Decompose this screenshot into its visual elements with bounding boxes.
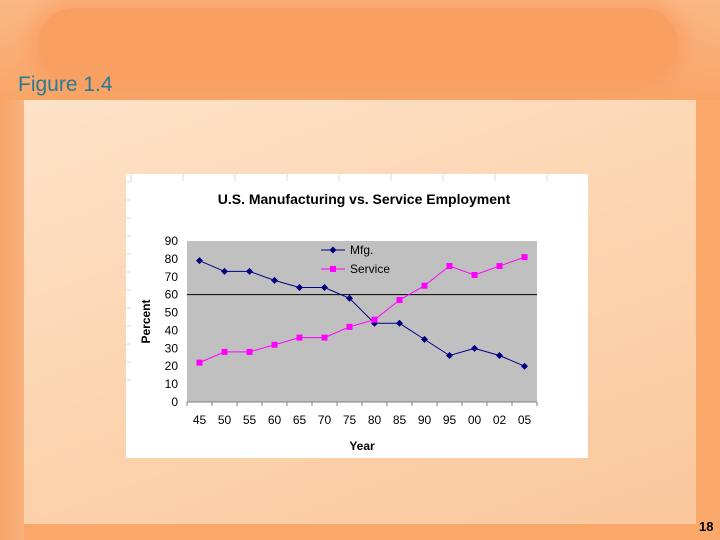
legend-label: Mfg.	[350, 243, 373, 257]
x-tick-label: 02	[493, 413, 507, 427]
y-tick-label: 80	[165, 252, 179, 266]
header-decoration	[38, 8, 678, 80]
data-point-service	[321, 334, 328, 341]
x-tick-label: 90	[418, 413, 432, 427]
x-tick-label: 55	[243, 413, 257, 427]
data-point-service	[296, 334, 303, 341]
y-tick-label: 20	[165, 359, 179, 373]
chart-container: U.S. Manufacturing vs. Service Employmen…	[126, 174, 588, 458]
data-point-service	[196, 359, 203, 366]
x-tick-label: 75	[343, 413, 357, 427]
data-point-service	[471, 271, 478, 278]
data-point-mfg	[196, 257, 203, 265]
x-tick-label: 70	[318, 413, 332, 427]
x-tick-label: 00	[468, 413, 482, 427]
data-point-mfg	[446, 351, 453, 359]
data-point-mfg	[496, 351, 503, 359]
frame-grid	[126, 174, 548, 381]
y-axis-label: Percent	[139, 299, 153, 343]
left-border-decoration	[0, 100, 24, 540]
y-tick-label: 50	[165, 306, 179, 320]
y-tick-label: 0	[171, 395, 178, 409]
data-point-mfg	[271, 276, 278, 284]
data-point-mfg	[371, 319, 378, 327]
y-tick-label: 70	[165, 270, 179, 284]
data-point-mfg	[421, 335, 428, 343]
data-point-mfg	[321, 284, 328, 292]
data-point-service	[371, 316, 378, 323]
x-tick-label: 45	[193, 413, 207, 427]
x-tick-label: 60	[268, 413, 282, 427]
data-point-mfg	[296, 284, 303, 292]
series-line-mfg	[199, 260, 525, 367]
data-point-mfg	[471, 344, 478, 352]
x-tick-label: 50	[218, 413, 232, 427]
data-point-mfg	[396, 319, 403, 327]
data-point-service	[271, 341, 278, 348]
employment-line-chart: U.S. Manufacturing vs. Service Employmen…	[126, 174, 587, 455]
data-point-service	[246, 348, 253, 355]
series-line-service	[199, 256, 525, 364]
data-point-service	[396, 297, 403, 304]
y-tick-label: 10	[165, 377, 179, 391]
data-point-mfg	[346, 294, 353, 302]
legend-label: Service	[350, 262, 390, 276]
data-point-service	[446, 263, 453, 270]
legend-marker	[330, 266, 336, 272]
data-point-service	[346, 323, 353, 330]
chart-title: U.S. Manufacturing vs. Service Employmen…	[218, 191, 511, 207]
data-point-service	[221, 348, 228, 355]
x-tick-label: 80	[368, 413, 382, 427]
data-point-mfg	[246, 267, 253, 275]
page-number: 18	[699, 519, 714, 534]
x-tick-label: 05	[518, 413, 532, 427]
y-tick-label: 30	[165, 341, 179, 355]
data-point-service	[521, 254, 528, 261]
data-point-service	[421, 282, 428, 289]
y-tick-label: 90	[165, 234, 179, 248]
legend: Mfg. Service	[321, 243, 390, 276]
x-axis-label: Year	[349, 439, 375, 453]
x-tick-label: 95	[443, 413, 457, 427]
y-tick-label: 60	[165, 288, 179, 302]
legend-marker	[329, 246, 337, 254]
x-tick-label: 65	[293, 413, 307, 427]
data-point-mfg	[221, 267, 228, 275]
data-point-mfg	[521, 362, 528, 370]
y-tick-label: 40	[165, 323, 179, 337]
x-tick-label: 85	[393, 413, 407, 427]
slide-title: Figure 1.4	[18, 73, 113, 96]
plot-area	[187, 241, 537, 402]
data-point-service	[496, 263, 503, 270]
